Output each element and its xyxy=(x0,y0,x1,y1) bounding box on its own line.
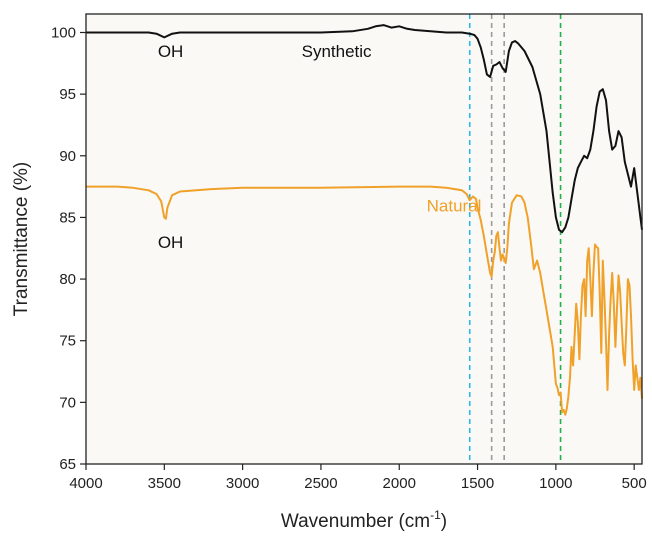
y-tick-label: 70 xyxy=(59,394,76,411)
y-tick-label: 85 xyxy=(59,209,76,226)
y-tick-label: 65 xyxy=(59,456,76,473)
annotation-label: Natural xyxy=(427,196,482,215)
annotation-label: OH xyxy=(158,233,184,252)
series-line-natural xyxy=(86,185,643,416)
x-tick-label: 500 xyxy=(622,475,647,492)
series-line-synthetic xyxy=(86,24,643,234)
y-tick-label: 95 xyxy=(59,86,76,103)
plot-background xyxy=(86,14,642,464)
y-tick-label: 80 xyxy=(59,271,76,288)
x-axis: 4000 3500 3000 2500 2000 1500 1000 500 xyxy=(69,464,647,492)
x-axis-title-close: ) xyxy=(441,511,447,532)
series-lines xyxy=(86,24,643,416)
x-tick-label: 3000 xyxy=(226,475,259,492)
reference-lines xyxy=(468,14,562,464)
x-tick-label: 2000 xyxy=(383,475,416,492)
y-axis: 65 70 75 80 85 90 95 100 xyxy=(51,24,86,473)
x-axis-title-superscript: -1 xyxy=(430,508,441,522)
x-tick-label: 1000 xyxy=(539,475,572,492)
x-tick-label: 1500 xyxy=(461,475,494,492)
annotation-label: OH xyxy=(158,42,184,61)
x-tick-label: 4000 xyxy=(69,475,102,492)
y-tick-label: 100 xyxy=(51,24,76,41)
x-axis-title-text: Wavenumber (cm xyxy=(281,511,430,532)
y-tick-label: 90 xyxy=(59,148,76,165)
x-tick-label: 2500 xyxy=(304,475,337,492)
y-tick-label: 75 xyxy=(59,333,76,350)
x-tick-label: 3500 xyxy=(148,475,181,492)
y-axis-title: Transmittance (%) xyxy=(11,162,32,317)
annotation-label: Synthetic xyxy=(302,42,372,61)
annotations: OH Synthetic OH Natural xyxy=(158,42,482,252)
plot-frame xyxy=(85,13,643,465)
x-axis-title: Wavenumber (cm-1) xyxy=(281,508,447,532)
